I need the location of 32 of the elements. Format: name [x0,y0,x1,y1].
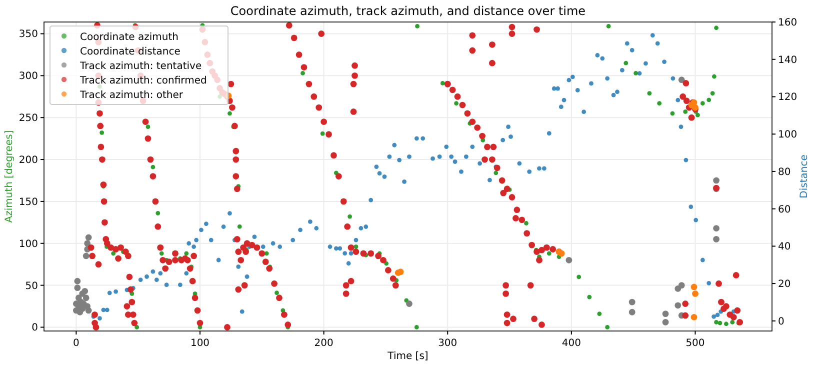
y2-tick-label: 80 [778,166,791,178]
y-tick-label: 250 [18,113,38,124]
legend-label: Coordinate distance [80,46,180,58]
y2-tick-label: 120 [778,92,798,104]
y2-tick-label: 40 [778,242,791,253]
x-tick-label: 500 [686,338,705,349]
legend-label: Track azimuth: tentative [79,61,202,72]
y-tick-label: 200 [18,155,38,166]
y-tick-label: 0 [32,322,38,334]
x-tick-label: 300 [438,338,458,349]
y-tick-label: 150 [18,196,38,208]
y2-tick-label: 100 [778,130,798,141]
legend-label: Track azimuth: confirmed [79,76,207,86]
y2-tick-label: 160 [778,18,798,28]
x-tick-label: 400 [562,338,581,349]
x-tick-label: 200 [314,338,334,349]
y2-tick-label: 20 [778,279,791,290]
y2-tick-label: 60 [778,204,791,216]
x-tick-label: 100 [190,338,210,349]
y-axis-title: Azimuth [degrees] [4,130,15,223]
y2-tick-label: 140 [778,54,798,66]
y-tick-label: 350 [18,29,38,40]
y2-tick-label: 0 [778,316,784,328]
legend-label: Track azimuth: other [79,90,184,101]
y2-axis-title: Distance [799,154,810,198]
x-tick-label: 0 [73,338,80,349]
legend-label: Coordinate azimuth [80,32,178,43]
x-axis-title: Time [s] [386,351,428,362]
y-tick-label: 100 [18,238,38,250]
y-tick-label: 50 [25,280,38,292]
chart-title: Coordinate azimuth, track azimuth, and distance over time [230,4,586,18]
y-tick-label: 300 [18,71,38,82]
